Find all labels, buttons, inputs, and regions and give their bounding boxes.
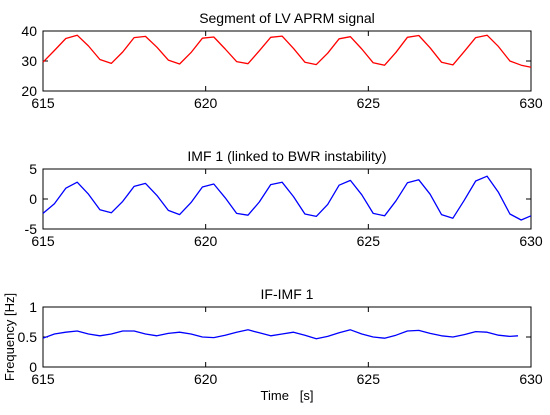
x-tick-label: 620 (194, 233, 218, 249)
y-tick-label: 1 (29, 299, 37, 315)
chart-title: IF-IMF 1 (261, 286, 314, 302)
x-tick-label: 630 (519, 371, 543, 387)
axes-frame (42, 168, 532, 230)
axes-frame (42, 30, 532, 92)
x-tick-label: 620 (194, 95, 218, 111)
series-line-imf1 (42, 175, 532, 221)
x-tick-label: 625 (357, 371, 381, 387)
series-line-if-imf1 (42, 329, 519, 340)
x-tick-label: 615 (31, 233, 55, 249)
x-tick-label: 630 (519, 233, 543, 249)
chart-title: Segment of LV APRM signal (199, 10, 375, 26)
panel-if-imf1: IF-IMF 1 615 620 625 630 0 0.5 1 Time [s] Frequen… (2, 286, 543, 403)
y-tick-label: 30 (21, 53, 37, 69)
panel-aprm: Segment of LV APRM signal 615 620 625 630 20 3… (21, 10, 542, 111)
y-tick-label: -5 (25, 221, 38, 237)
chart-title: IMF 1 (linked to BWR instability) (187, 148, 386, 164)
y-axis-label: Frequency [Hz] (2, 293, 17, 381)
x-tick-label: 630 (519, 95, 543, 111)
series-line-aprm (42, 34, 532, 68)
panel-imf1: IMF 1 (linked to BWR instability) 615 620 6… (25, 148, 543, 249)
y-tick-label: 0 (29, 359, 37, 375)
x-tick-label: 615 (31, 95, 55, 111)
x-tick-label: 620 (194, 371, 218, 387)
y-tick-label: 0.5 (18, 329, 38, 345)
x-tick-label: 625 (357, 233, 381, 249)
y-tick-label: 40 (21, 23, 37, 39)
x-axis-label: Time [s] (261, 388, 314, 403)
y-tick-label: 5 (29, 161, 37, 177)
axes-frame (42, 306, 532, 368)
y-tick-label: 20 (21, 83, 37, 99)
x-tick-label: 615 (31, 371, 55, 387)
x-tick-label: 625 (357, 95, 381, 111)
y-tick-label: 0 (29, 191, 37, 207)
